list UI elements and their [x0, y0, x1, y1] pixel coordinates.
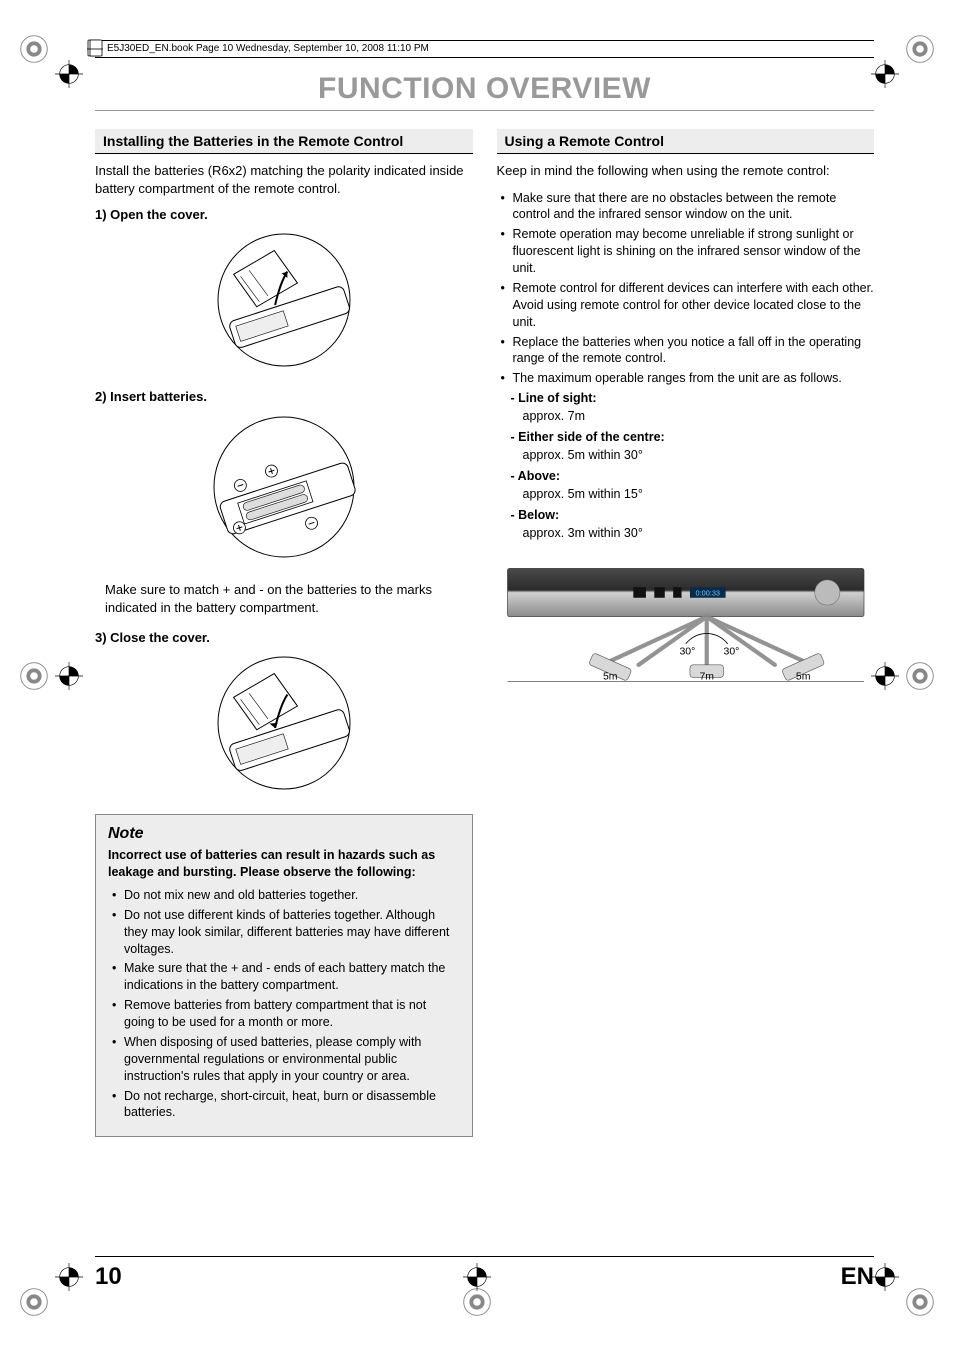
section-heading-using: Using a Remote Control — [497, 129, 875, 154]
registration-mark-icon — [871, 662, 899, 690]
range-value: approx. 5m within 30° — [511, 447, 875, 465]
step2-note: Make sure to match + and - on the batter… — [105, 581, 463, 616]
range-list: - Line of sight: approx. 7m - Either side… — [497, 390, 875, 542]
tip-item: Make sure that there are no obstacles be… — [501, 190, 875, 224]
range-label: - Line of sight: — [511, 391, 597, 405]
svg-text:0:00:33: 0:00:33 — [695, 589, 719, 598]
content-columns: Installing the Batteries in the Remote C… — [95, 129, 874, 1137]
crop-mark-icon — [15, 1283, 53, 1321]
note-item: Make sure that the + and - ends of each … — [112, 960, 460, 994]
note-item: When disposing of used batteries, please… — [112, 1034, 460, 1085]
range-label: - Either side of the centre: — [511, 430, 665, 444]
range-item: - Above: approx. 5m within 15° — [511, 468, 875, 503]
range-item: - Below: approx. 3m within 30° — [511, 507, 875, 542]
tip-item: Replace the batteries when you notice a … — [501, 334, 875, 368]
range-label: - Above: — [511, 469, 561, 483]
step1-title: 1) Open the cover. — [95, 207, 473, 222]
manual-page: E5J30ED_EN.book Page 10 Wednesday, Septe… — [0, 0, 954, 1351]
note-item: Remove batteries from battery compartmen… — [112, 997, 460, 1031]
range-label: - Below: — [511, 508, 560, 522]
install-intro: Install the batteries (R6x2) matching th… — [95, 162, 473, 197]
range-value: approx. 7m — [511, 408, 875, 426]
dist-center-label: 7m — [699, 672, 714, 683]
registration-mark-icon — [55, 662, 83, 690]
note-item: Do not use different kinds of batteries … — [112, 907, 460, 958]
step3-title: 3) Close the cover. — [95, 630, 473, 645]
figure-open-cover — [95, 230, 473, 375]
note-list: Do not mix new and old batteries togethe… — [108, 887, 460, 1121]
crop-mark-icon — [901, 30, 939, 68]
figure-insert-batteries — [95, 412, 473, 567]
tip-item: Remote control for different devices can… — [501, 280, 875, 331]
page-title: FUNCTION OVERVIEW — [95, 72, 874, 111]
page-language: EN — [841, 1263, 874, 1291]
page-footer: 10 EN — [95, 1256, 874, 1291]
using-intro: Keep in mind the following when using th… — [497, 162, 875, 180]
page-number: 10 — [95, 1263, 122, 1291]
header-meta-bar: E5J30ED_EN.book Page 10 Wednesday, Septe… — [95, 40, 874, 58]
book-meta-text: E5J30ED_EN.book Page 10 Wednesday, Septe… — [95, 41, 874, 54]
crop-mark-icon — [15, 657, 53, 695]
range-item: - Either side of the centre: approx. 5m w… — [511, 429, 875, 464]
range-value: approx. 3m within 30° — [511, 525, 875, 543]
figure-close-cover — [95, 653, 473, 798]
crop-mark-icon — [901, 1283, 939, 1321]
tip-item: The maximum operable ranges from the uni… — [501, 370, 875, 387]
registration-mark-icon — [55, 1263, 83, 1291]
dist-right-label: 5m — [795, 672, 810, 683]
angle-right-label: 30° — [723, 647, 739, 658]
left-column: Installing the Batteries in the Remote C… — [95, 129, 473, 1137]
tip-item: Remote operation may become unreliable i… — [501, 226, 875, 277]
registration-mark-icon — [55, 60, 83, 88]
crop-mark-icon — [15, 30, 53, 68]
note-box: Note Incorrect use of batteries can resu… — [95, 814, 473, 1137]
note-lead: Incorrect use of batteries can result in… — [108, 847, 460, 881]
right-column: Using a Remote Control Keep in mind the … — [497, 129, 875, 1137]
section-heading-install: Installing the Batteries in the Remote C… — [95, 129, 473, 154]
crop-mark-icon — [901, 657, 939, 695]
tips-list: Make sure that there are no obstacles be… — [497, 190, 875, 388]
note-item: Do not recharge, short-circuit, heat, bu… — [112, 1088, 460, 1122]
angle-left-label: 30° — [679, 647, 695, 658]
book-page-icon — [83, 37, 107, 61]
dist-left-label: 5m — [602, 672, 617, 683]
range-value: approx. 5m within 15° — [511, 486, 875, 504]
note-title: Note — [108, 825, 460, 843]
step2-title: 2) Insert batteries. — [95, 389, 473, 404]
registration-mark-icon — [871, 60, 899, 88]
range-diagram: 0:00:33 — [497, 560, 875, 691]
note-item: Do not mix new and old batteries togethe… — [112, 887, 460, 904]
range-item: - Line of sight: approx. 7m — [511, 390, 875, 425]
registration-mark-icon — [871, 1263, 899, 1291]
